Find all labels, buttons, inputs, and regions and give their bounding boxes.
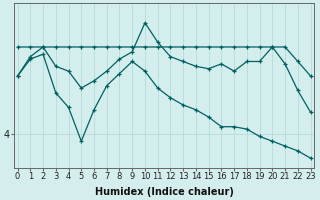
X-axis label: Humidex (Indice chaleur): Humidex (Indice chaleur) [95,187,234,197]
